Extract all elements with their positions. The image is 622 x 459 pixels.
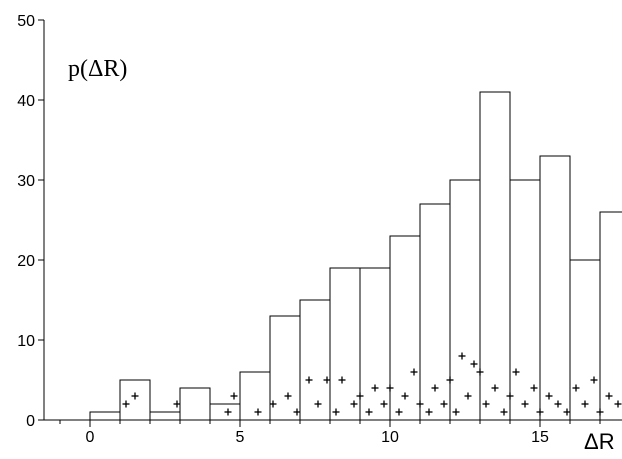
plus-marker	[440, 400, 448, 408]
plus-marker	[572, 384, 580, 392]
plus-marker	[173, 400, 181, 408]
histogram-bar	[149, 411, 181, 421]
histogram-bar	[569, 259, 601, 421]
plus-marker	[614, 400, 622, 408]
y-tick-label: 10	[17, 333, 35, 350]
plus-marker	[293, 408, 301, 416]
x-tick-label: 0	[86, 429, 95, 446]
plus-marker	[536, 408, 544, 416]
plus-marker	[305, 376, 313, 384]
plus-marker	[323, 376, 331, 384]
axes: 01020304050051015202530	[17, 13, 610, 446]
histogram-bar	[179, 387, 211, 421]
plus-marker	[224, 408, 232, 416]
plus-marker	[365, 408, 373, 416]
plus-marker	[230, 392, 238, 400]
histogram-bar	[119, 379, 151, 421]
plus-marker	[380, 400, 388, 408]
plus-marker	[491, 384, 499, 392]
histogram-bar	[329, 267, 361, 421]
plus-marker	[416, 400, 424, 408]
histogram-bar	[299, 299, 331, 421]
plus-marker	[470, 360, 478, 368]
x-tick-label: 10	[381, 429, 399, 446]
plus-marker	[530, 384, 538, 392]
plus-marker	[395, 408, 403, 416]
plus-marker	[332, 408, 340, 416]
plus-marker	[131, 392, 139, 400]
y-tick-label: 30	[17, 173, 35, 190]
plus-marker	[284, 392, 292, 400]
plus-marker	[425, 408, 433, 416]
histogram-bar	[599, 211, 622, 421]
plus-marker	[581, 400, 589, 408]
histogram-bar	[239, 371, 271, 421]
plus-marker	[506, 392, 514, 400]
plus-marker	[482, 400, 490, 408]
plus-marker	[563, 408, 571, 416]
plus-marker	[545, 392, 553, 400]
plus-marker	[410, 368, 418, 376]
y-tick-label: 50	[17, 13, 35, 30]
plus-marker	[254, 408, 262, 416]
histogram-bar	[479, 91, 511, 421]
plus-marker	[350, 400, 358, 408]
plus-marker	[401, 392, 409, 400]
plus-marker	[338, 376, 346, 384]
histogram-bar	[89, 411, 121, 421]
plus-marker	[500, 408, 508, 416]
plus-marker	[431, 384, 439, 392]
scatter-points	[122, 352, 622, 416]
histogram-bar	[539, 155, 571, 421]
x-tick-label: 15	[531, 429, 549, 446]
histogram-bar	[419, 203, 451, 421]
histogram-bar	[359, 267, 391, 421]
y-tick-label: 40	[17, 93, 35, 110]
y-tick-label: 20	[17, 253, 35, 270]
plus-marker	[371, 384, 379, 392]
histogram-bar	[509, 179, 541, 421]
histogram-bar	[389, 235, 421, 421]
x-tick-label: 5	[236, 429, 245, 446]
plus-marker	[386, 384, 394, 392]
plus-marker	[476, 368, 484, 376]
plus-marker	[512, 368, 520, 376]
plus-marker	[464, 392, 472, 400]
x-axis-title: ΔR	[584, 429, 615, 454]
y-tick-label: 0	[26, 413, 35, 430]
plus-marker	[458, 352, 466, 360]
plus-marker	[446, 376, 454, 384]
histogram-bars	[89, 91, 622, 421]
histogram-bar	[269, 315, 301, 421]
y-axis-title: p(ΔR)	[68, 56, 127, 82]
plus-marker	[452, 408, 460, 416]
plus-marker	[590, 376, 598, 384]
plus-marker	[356, 392, 364, 400]
plus-marker	[596, 408, 604, 416]
plus-marker	[554, 400, 562, 408]
plus-marker	[521, 400, 529, 408]
plus-marker	[269, 400, 277, 408]
plus-marker	[314, 400, 322, 408]
plus-marker	[605, 392, 613, 400]
histogram-bar	[449, 179, 481, 421]
plus-marker	[122, 400, 130, 408]
